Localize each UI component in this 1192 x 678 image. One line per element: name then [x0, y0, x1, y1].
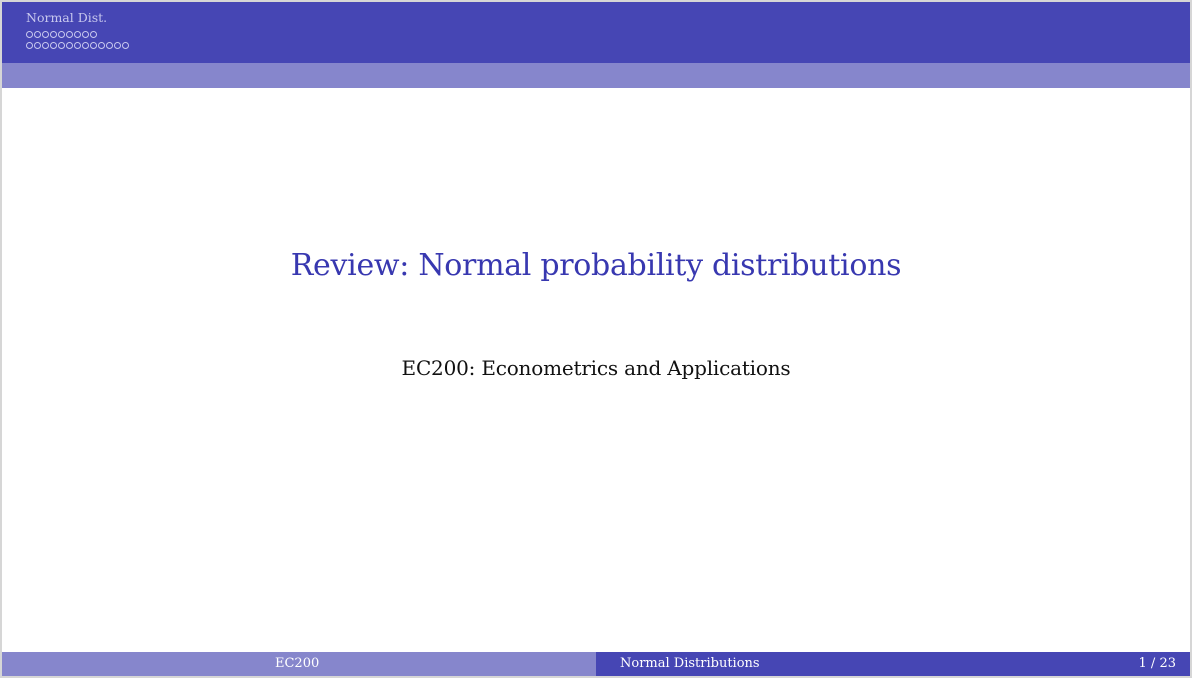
slide-subtitle: EC200: Econometrics and Applications — [401, 356, 791, 380]
subsection-dot[interactable] — [90, 31, 97, 38]
subsection-dot[interactable] — [66, 31, 73, 38]
subsection-dot[interactable] — [26, 31, 33, 38]
subsection-dot[interactable] — [66, 42, 73, 49]
subsection-dot[interactable] — [42, 31, 49, 38]
subsection-dot[interactable] — [50, 42, 57, 49]
subsection-dot[interactable] — [122, 42, 129, 49]
subsection-dot[interactable] — [58, 42, 65, 49]
subsection-dot[interactable] — [82, 42, 89, 49]
subsection-dot[interactable] — [34, 31, 41, 38]
subsection-dot[interactable] — [74, 31, 81, 38]
subsection-dot[interactable] — [90, 42, 97, 49]
subsection-dot[interactable] — [58, 31, 65, 38]
footer-right: Normal Distributions 1 / 23 — [596, 652, 1190, 676]
subsection-dot[interactable] — [98, 42, 105, 49]
subsection-dot[interactable] — [34, 42, 41, 49]
subsection-dot[interactable] — [114, 42, 121, 49]
footer-left: EC200 — [2, 652, 596, 676]
subsection-dots-row — [26, 31, 97, 40]
footer-bar: EC200 Normal Distributions 1 / 23 — [2, 652, 1190, 676]
subsection-dot[interactable] — [26, 42, 33, 49]
section-nav-link[interactable]: Normal Dist. — [26, 10, 108, 25]
subsection-dot[interactable] — [82, 31, 89, 38]
subsection-dots-row — [26, 42, 129, 51]
slide-title: Review: Normal probability distributions — [290, 248, 902, 283]
header-bar: Normal Dist. — [2, 2, 1190, 63]
subsection-dot[interactable] — [106, 42, 113, 49]
footer-title-label: Normal Distributions — [620, 656, 760, 671]
header-subbar — [2, 63, 1190, 88]
footer-course-label: EC200 — [275, 656, 320, 671]
subsection-dot[interactable] — [42, 42, 49, 49]
subsection-dot[interactable] — [50, 31, 57, 38]
subsection-dot[interactable] — [74, 42, 81, 49]
page-number: 1 / 23 — [1138, 656, 1176, 671]
